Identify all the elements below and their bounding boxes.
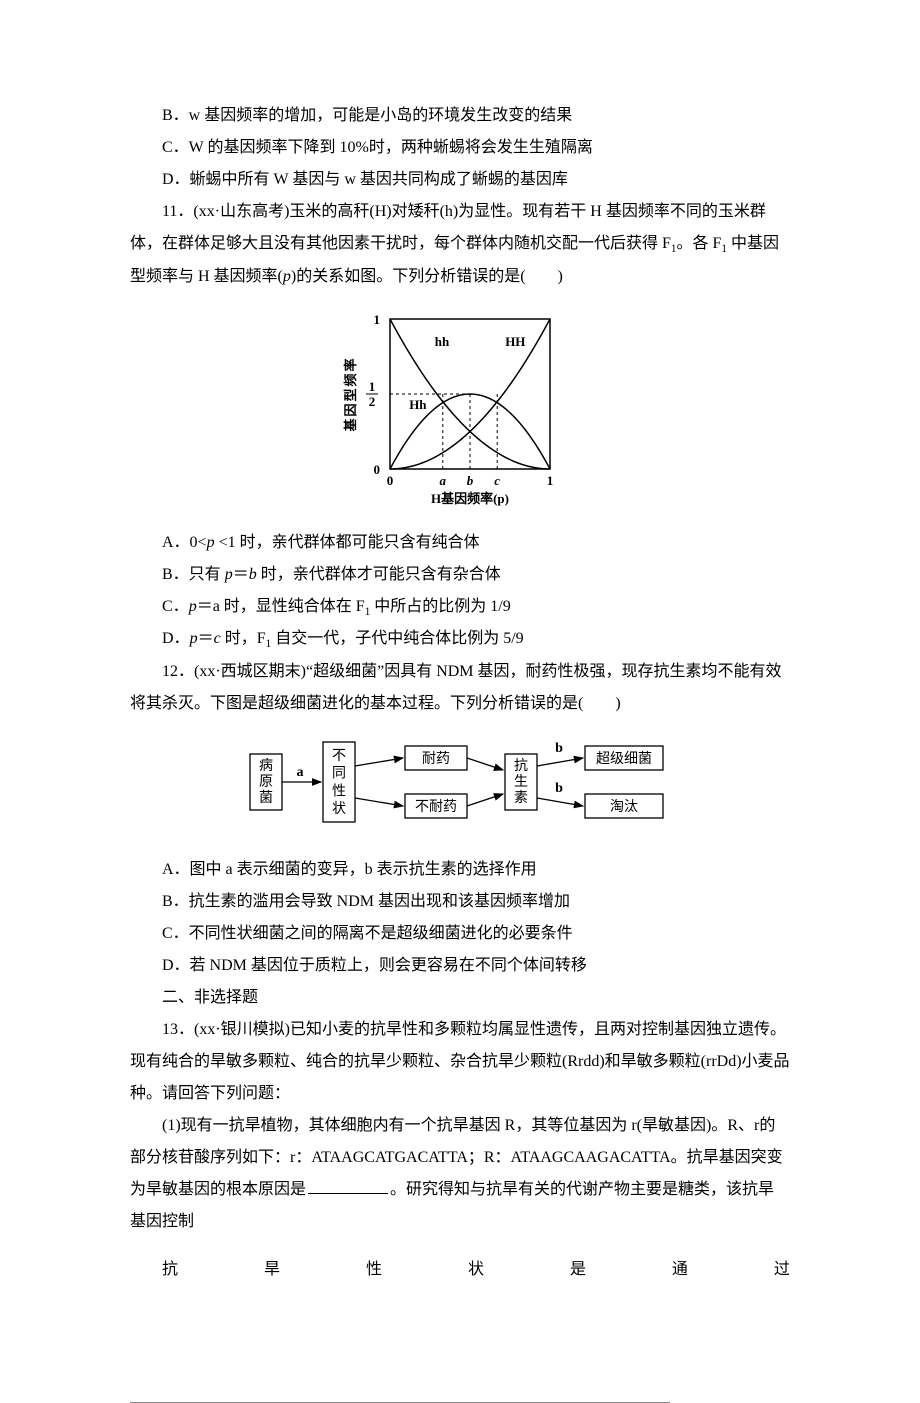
svg-text:1: 1 — [369, 379, 376, 394]
q12-option-d: D．若 NDM 基因位于质粒上，则会更容易在不同个体间转移 — [130, 950, 790, 982]
svg-text:2: 2 — [369, 394, 376, 409]
svg-text:抗: 抗 — [514, 758, 528, 774]
svg-text:状: 状 — [332, 801, 346, 817]
opt-a-1: A．0< — [162, 534, 207, 551]
sp-2: 性 — [366, 1254, 382, 1286]
q12-option-c: C．不同性状细菌之间的隔离不是超级细菌进化的必要条件 — [130, 918, 790, 950]
opt-b-3: 时，亲代群体才可能只含有杂合体 — [257, 566, 501, 583]
sp-0: 抗 — [162, 1254, 178, 1286]
svg-text:Hh: Hh — [409, 397, 427, 412]
q10-option-c: C．W 的基因频率下降到 10%时，两种蜥蜴将会发生生殖隔离 — [130, 132, 790, 164]
svg-text:素: 素 — [514, 790, 528, 806]
svg-text:淘汰: 淘汰 — [610, 799, 638, 815]
svg-text:a: a — [297, 765, 304, 780]
q11-chart: 01210abc1hhHHHh基因型频率H基因频率(p) — [130, 299, 790, 521]
svg-text:生: 生 — [514, 774, 528, 790]
q10-option-d: D．蜥蜴中所有 W 基因与 w 基因共同构成了蜥蜴的基因库 — [130, 164, 790, 196]
svg-text:基因型频率: 基因型频率 — [343, 356, 358, 432]
svg-text:b: b — [555, 781, 563, 796]
q13-spaced-line: 抗 旱 性 状 是 通 过 — [130, 1254, 790, 1286]
svg-text:b: b — [555, 741, 563, 756]
opt-d-1: D． — [162, 630, 190, 647]
svg-text:原: 原 — [259, 775, 273, 790]
var-b: b — [249, 566, 257, 583]
opt-b-eq: ＝ — [233, 566, 249, 583]
svg-text:超级细菌: 超级细菌 — [596, 751, 652, 767]
q11-option-c: C．p＝a 时，显性纯合体在 F1 中所占的比例为 1/9 — [130, 591, 790, 624]
opt-a-2: <1 时，亲代群体都可能只含有纯合体 — [215, 534, 480, 551]
svg-text:性: 性 — [332, 783, 346, 799]
var-p: p — [225, 566, 233, 583]
q11-option-b: B．只有 p＝b 时，亲代群体才可能只含有杂合体 — [130, 559, 790, 591]
q11-stem: 11．(xx·山东高考)玉米的高秆(H)对矮秆(h)为显性。现有若干 H 基因频… — [130, 196, 790, 293]
q11-option-a: A．0<p <1 时，亲代群体都可能只含有纯合体 — [130, 527, 790, 559]
sp-5: 通 — [672, 1254, 688, 1286]
sp-3: 状 — [468, 1254, 484, 1286]
blank-fill-1[interactable] — [308, 1175, 388, 1194]
q11-stem-text-2: 。各 F — [677, 235, 722, 252]
q12-option-a: A．图中 a 表示细菌的变异，b 表示抗生素的选择作用 — [130, 854, 790, 886]
svg-text:H基因频率(p): H基因频率(p) — [431, 491, 509, 506]
sp-6: 过 — [774, 1254, 790, 1286]
var-p: p — [207, 534, 215, 551]
q13-stem: 13．(xx·银川模拟)已知小麦的抗旱性和多颗粒均属显性遗传，且两对控制基因独立… — [130, 1014, 790, 1110]
sp-4: 是 — [570, 1254, 586, 1286]
svg-text:1: 1 — [374, 312, 381, 327]
svg-text:c: c — [494, 473, 500, 488]
svg-text:HH: HH — [505, 334, 525, 349]
opt-c-3: 中所占的比例为 1/9 — [370, 598, 510, 615]
opt-b-1: B．只有 — [162, 566, 225, 583]
opt-c-1: C． — [162, 598, 189, 615]
svg-text:0: 0 — [387, 473, 394, 488]
svg-text:病: 病 — [259, 758, 273, 774]
opt-d-3: 时，F — [221, 630, 266, 647]
sp-1: 旱 — [264, 1254, 280, 1286]
q11-stem-text-4: )的关系如图。下列分析错误的是( ) — [291, 268, 563, 285]
q10-option-b: B．w 基因频率的增加，可能是小岛的环境发生改变的结果 — [130, 100, 790, 132]
svg-text:1: 1 — [547, 473, 554, 488]
var-p: p — [189, 598, 197, 615]
svg-text:a: a — [440, 473, 447, 488]
opt-d-4: 自交一代，子代中纯合体比例为 5/9 — [271, 630, 523, 647]
svg-text:不耐药: 不耐药 — [415, 799, 457, 815]
svg-text:耐药: 耐药 — [422, 751, 450, 767]
var-c: c — [214, 630, 221, 647]
svg-text:hh: hh — [435, 334, 450, 349]
svg-text:0: 0 — [374, 462, 381, 477]
q11-option-d: D．p＝c 时，F1 自交一代，子代中纯合体比例为 5/9 — [130, 623, 790, 656]
q12-option-b: B．抗生素的滥用会导致 NDM 基因出现和该基因频率增加 — [130, 886, 790, 918]
q13-part1: (1)现有一抗旱植物，其体细胞内有一个抗旱基因 R，其等位基因为 r(旱敏基因)… — [130, 1110, 790, 1238]
var-p: p — [190, 630, 198, 647]
opt-d-eq: ＝ — [198, 630, 214, 647]
var-p: p — [283, 268, 291, 285]
svg-text:不: 不 — [332, 749, 346, 764]
q12-stem: 12．(xx·西城区期末)“超级细菌”因具有 NDM 基因，耐药性极强，现存抗生… — [130, 656, 790, 720]
svg-text:菌: 菌 — [259, 790, 273, 806]
opt-c-2: ＝a 时，显性纯合体在 F — [197, 598, 365, 615]
svg-text:同: 同 — [332, 766, 346, 781]
q12-flowchart: 病原菌 不同性状 耐药不耐药 抗生素 超级细菌淘汰 a b b — [130, 726, 790, 848]
svg-text:b: b — [467, 473, 474, 488]
section2-heading: 二、非选择题 — [130, 982, 790, 1014]
